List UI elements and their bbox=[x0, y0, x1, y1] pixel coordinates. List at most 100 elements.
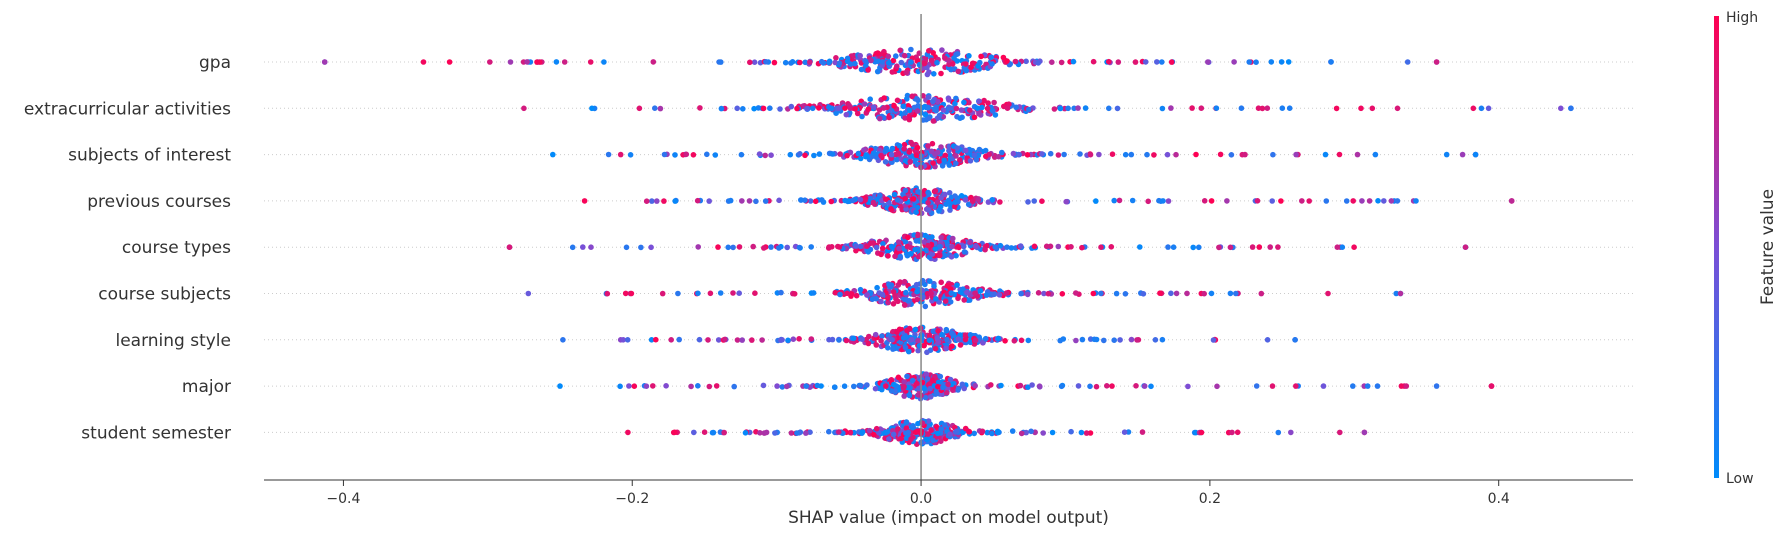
point bbox=[1017, 382, 1024, 389]
point bbox=[1075, 105, 1081, 111]
x-tick-label: 0.0 bbox=[910, 491, 932, 507]
x-tick-label: 0.4 bbox=[1488, 491, 1510, 507]
point bbox=[1299, 198, 1305, 204]
point bbox=[1043, 243, 1050, 250]
point bbox=[837, 291, 843, 298]
point bbox=[1004, 58, 1010, 64]
point bbox=[1093, 198, 1099, 204]
point bbox=[905, 298, 911, 304]
point bbox=[706, 198, 712, 204]
point bbox=[1229, 429, 1235, 436]
point bbox=[631, 383, 638, 390]
point bbox=[1404, 59, 1411, 65]
point bbox=[1255, 105, 1262, 111]
point bbox=[886, 114, 892, 121]
point bbox=[947, 299, 954, 305]
point bbox=[897, 253, 903, 260]
point bbox=[890, 301, 897, 307]
point bbox=[1398, 383, 1405, 389]
point bbox=[872, 385, 879, 392]
point bbox=[895, 239, 902, 245]
point bbox=[580, 244, 586, 250]
point bbox=[942, 55, 948, 61]
point bbox=[904, 92, 911, 99]
point bbox=[1129, 197, 1136, 204]
point bbox=[953, 252, 959, 259]
point bbox=[947, 376, 954, 383]
point bbox=[908, 244, 914, 251]
point bbox=[797, 151, 803, 157]
colorbar-high-label: High bbox=[1726, 10, 1758, 26]
point bbox=[962, 197, 969, 203]
point bbox=[1031, 243, 1038, 250]
point bbox=[889, 145, 896, 152]
point bbox=[914, 96, 920, 102]
point bbox=[931, 71, 937, 77]
point bbox=[996, 292, 1003, 298]
point bbox=[894, 329, 900, 336]
point bbox=[1413, 198, 1419, 204]
point bbox=[1090, 290, 1097, 297]
point bbox=[946, 190, 953, 196]
point bbox=[863, 59, 870, 65]
point bbox=[995, 335, 1002, 342]
point bbox=[937, 203, 944, 210]
point bbox=[1462, 244, 1469, 250]
point bbox=[833, 110, 839, 116]
point bbox=[938, 195, 944, 201]
point bbox=[1000, 54, 1007, 61]
point bbox=[1160, 198, 1166, 204]
point bbox=[1093, 383, 1100, 390]
point bbox=[557, 383, 563, 389]
point bbox=[925, 207, 932, 213]
point bbox=[875, 58, 881, 65]
point bbox=[1060, 336, 1067, 342]
point bbox=[997, 199, 1003, 205]
point bbox=[939, 47, 945, 53]
point bbox=[588, 244, 594, 250]
point bbox=[534, 59, 540, 65]
point bbox=[850, 335, 857, 342]
point bbox=[885, 253, 891, 259]
point bbox=[873, 244, 880, 251]
point bbox=[776, 245, 782, 251]
point bbox=[1278, 59, 1285, 65]
point bbox=[942, 298, 949, 304]
point bbox=[877, 115, 883, 122]
point bbox=[818, 58, 825, 65]
point bbox=[736, 244, 743, 250]
point bbox=[1057, 105, 1064, 112]
point bbox=[833, 55, 839, 61]
point bbox=[888, 151, 895, 158]
point bbox=[908, 59, 914, 65]
point bbox=[915, 232, 921, 239]
point bbox=[561, 59, 568, 65]
point bbox=[604, 290, 611, 297]
point bbox=[1070, 58, 1077, 65]
point bbox=[883, 383, 889, 389]
point bbox=[857, 382, 864, 389]
point bbox=[955, 336, 961, 342]
point bbox=[763, 429, 770, 436]
point bbox=[952, 193, 958, 199]
point bbox=[989, 197, 996, 203]
point bbox=[1036, 383, 1043, 390]
point bbox=[938, 279, 944, 286]
point bbox=[964, 289, 970, 296]
point bbox=[648, 337, 655, 343]
point bbox=[855, 150, 862, 157]
point bbox=[897, 47, 903, 54]
point bbox=[1157, 290, 1163, 297]
point bbox=[1018, 290, 1024, 297]
point bbox=[992, 112, 999, 118]
point bbox=[809, 105, 816, 112]
point bbox=[1024, 152, 1031, 158]
point bbox=[972, 337, 979, 344]
point bbox=[1323, 198, 1330, 204]
point bbox=[858, 66, 865, 73]
point bbox=[884, 429, 891, 435]
point bbox=[1472, 151, 1479, 158]
point bbox=[1359, 198, 1365, 204]
point bbox=[941, 422, 948, 428]
point bbox=[767, 105, 773, 111]
